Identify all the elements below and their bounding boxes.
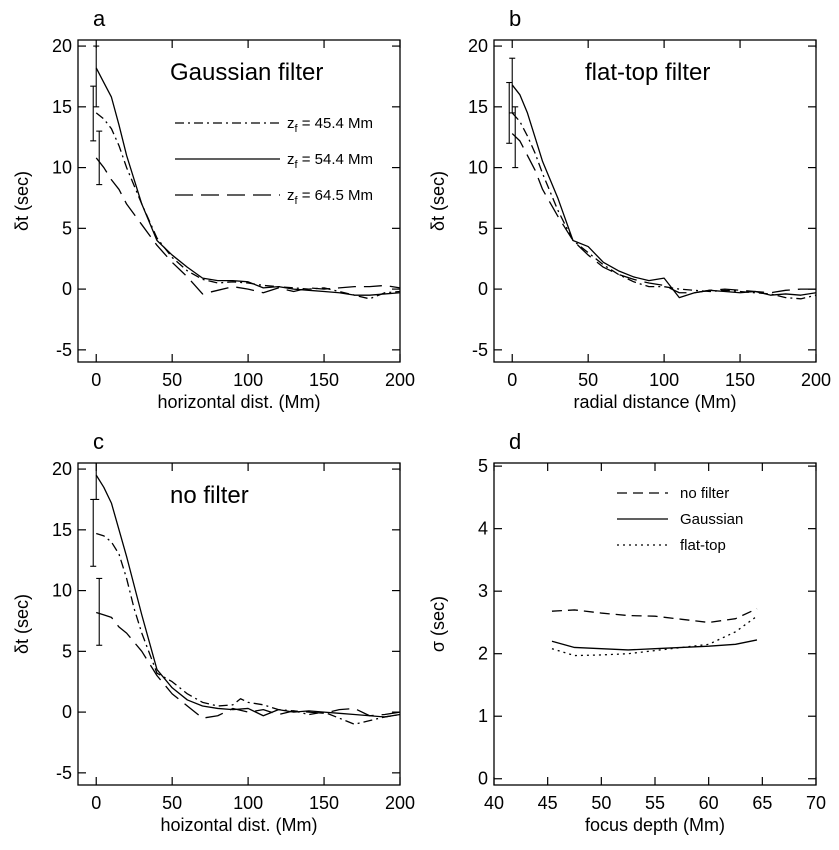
series-line-longdash	[95, 157, 400, 295]
x-tick-label: 100	[233, 370, 263, 390]
x-tick-label: 0	[91, 370, 101, 390]
x-axis-label: focus depth (Mm)	[585, 815, 725, 835]
legend-label-0: no filter	[680, 485, 729, 502]
panel-title: flat-top filter	[585, 59, 710, 86]
y-tick-label: 15	[52, 520, 72, 540]
y-tick-label: -5	[56, 763, 72, 783]
panel-letter: a	[93, 6, 106, 31]
x-axis-label: horizontal dist. (Mm)	[157, 392, 320, 412]
legend-label-0: zf = 45.4 Mm	[287, 115, 373, 135]
x-tick-label: 150	[309, 793, 339, 813]
plot-area	[90, 463, 400, 725]
x-tick-label: 50	[162, 793, 182, 813]
x-tick-label: 150	[309, 370, 339, 390]
panel-letter: d	[509, 429, 521, 454]
panel-a: 0 50 100 150 200 -5 0 5 10 15 20 horizontal dist. (…	[12, 6, 415, 412]
legend: no filter Gaussian flat-top	[617, 485, 743, 554]
x-tick-label: 100	[649, 370, 679, 390]
x-tick-label: 50	[578, 370, 598, 390]
series-line-longdash	[511, 133, 816, 294]
y-tick-label: 15	[52, 97, 72, 117]
legend-label-1: zf = 54.4 Mm	[287, 151, 373, 171]
legend-label-2: zf = 64.5 Mm	[287, 187, 373, 207]
plot-area	[551, 608, 758, 657]
y-tick-label: 0	[62, 702, 72, 722]
plot-frame	[77, 462, 401, 786]
x-tick-label: 60	[699, 793, 719, 813]
y-tick-label: 5	[478, 456, 488, 476]
series-line-dashdot	[511, 112, 816, 300]
x-axis-label: radial distance (Mm)	[573, 392, 736, 412]
y-tick-label: 5	[62, 641, 72, 661]
panel-title: no filter	[170, 482, 249, 509]
y-axis-label: δt (sec)	[12, 171, 32, 231]
x-tick-label: 55	[645, 793, 665, 813]
x-tick-label: 0	[91, 793, 101, 813]
series-line-solid	[95, 67, 400, 296]
series-line-solid	[551, 639, 758, 651]
plot-frame	[77, 39, 401, 363]
y-tick-label: 20	[468, 36, 488, 56]
series-line-solid	[95, 474, 400, 718]
plot-frame	[493, 39, 817, 363]
y-tick-label: 5	[62, 218, 72, 238]
series-line-solid	[511, 84, 816, 299]
series-line-dashdot	[96, 532, 400, 725]
x-tick-label: 40	[484, 793, 504, 813]
legend-label-1: Gaussian	[680, 511, 743, 528]
x-tick-label: 200	[801, 370, 831, 390]
y-axis-label: σ (sec)	[428, 596, 448, 652]
y-tick-label: 10	[468, 158, 488, 178]
y-tick-label: 20	[52, 459, 72, 479]
x-tick-label: 100	[233, 793, 263, 813]
x-tick-label: 45	[538, 793, 558, 813]
y-tick-label: 0	[478, 279, 488, 299]
y-tick-label: 10	[52, 158, 72, 178]
series-line-dashdot	[95, 112, 400, 300]
legend-label-2: flat-top	[680, 537, 726, 554]
legend: zf = 45.4 Mm zf = 54.4 Mm zf = 64.5 Mm	[175, 115, 373, 207]
y-tick-label: 10	[52, 581, 72, 601]
y-tick-label: 0	[478, 769, 488, 789]
y-tick-label: -5	[472, 340, 488, 360]
y-tick-label: 5	[478, 218, 488, 238]
y-tick-label: 4	[478, 519, 488, 539]
series-line-dashed	[551, 608, 758, 624]
y-tick-label: 2	[478, 644, 488, 664]
y-tick-label: 20	[52, 36, 72, 56]
y-tick-label: 1	[478, 706, 488, 726]
panel-b: 0 50 100 150 200 -5 0 5 10 15 20 radial distance (M…	[428, 6, 831, 412]
x-tick-label: 50	[591, 793, 611, 813]
series-line-dotted	[551, 615, 758, 657]
x-tick-label: 50	[162, 370, 182, 390]
panel-letter: b	[509, 6, 521, 31]
panel-title: Gaussian filter	[170, 59, 323, 86]
y-tick-label: -5	[56, 340, 72, 360]
plot-frame	[493, 462, 817, 786]
x-tick-label: 70	[806, 793, 826, 813]
x-tick-label: 0	[507, 370, 517, 390]
x-tick-label: 65	[752, 793, 772, 813]
x-tick-label: 200	[385, 793, 415, 813]
series-line-longdash	[96, 611, 400, 719]
y-tick-label: 15	[468, 97, 488, 117]
x-axis-label: hoizontal dist. (Mm)	[160, 815, 317, 835]
panel-c: 0 50 100 150 200 -5 0 5 10 15 20 hoizontal dist. (M…	[12, 429, 415, 835]
y-tick-label: 3	[478, 581, 488, 601]
plot-area	[90, 45, 400, 300]
x-tick-label: 200	[385, 370, 415, 390]
plot-area	[506, 57, 816, 300]
panel-letter: c	[93, 429, 104, 454]
x-tick-label: 150	[725, 370, 755, 390]
y-axis-label: δt (sec)	[428, 171, 448, 231]
y-axis-label: δt (sec)	[12, 594, 32, 654]
y-tick-label: 0	[62, 279, 72, 299]
